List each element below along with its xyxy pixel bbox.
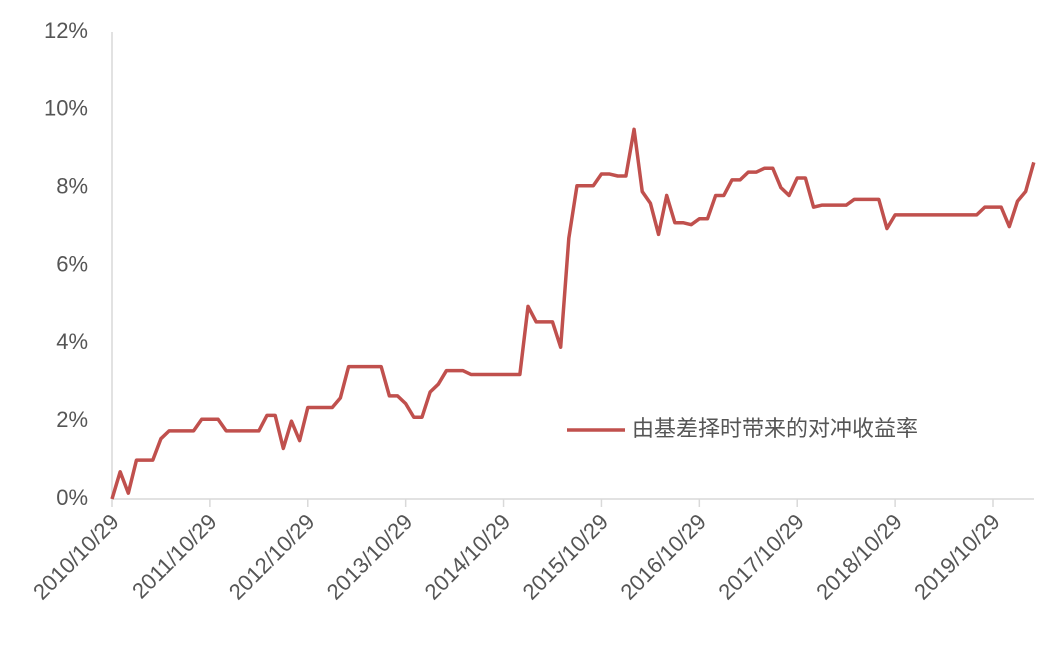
line-series: [110, 127, 1036, 500]
legend-label: 由基差择时带来的对冲收益率: [632, 416, 918, 441]
y-tick-label: 0%: [56, 485, 88, 510]
y-tick-label: 10%: [44, 96, 88, 121]
y-tick-label: 12%: [44, 18, 88, 43]
x-tick-label: 2010/10/29: [28, 509, 124, 605]
x-tick-label: 2018/10/29: [811, 509, 907, 605]
y-tick-label: 8%: [56, 173, 88, 198]
y-tick-label: 2%: [56, 407, 88, 432]
y-tick-label: 4%: [56, 329, 88, 354]
x-tick-label: 2019/10/29: [909, 509, 1005, 605]
x-tick-label: 2014/10/29: [420, 509, 516, 605]
x-tick-label: 2016/10/29: [615, 509, 711, 605]
x-tick-label: 2012/10/29: [224, 509, 320, 605]
x-tick-label: 2013/10/29: [322, 509, 418, 605]
x-tick-label: 2011/10/29: [127, 509, 221, 603]
x-tick-label: 2017/10/29: [713, 509, 809, 605]
y-tick-label: 6%: [56, 251, 88, 276]
x-tick-label: 2015/10/29: [518, 509, 614, 605]
